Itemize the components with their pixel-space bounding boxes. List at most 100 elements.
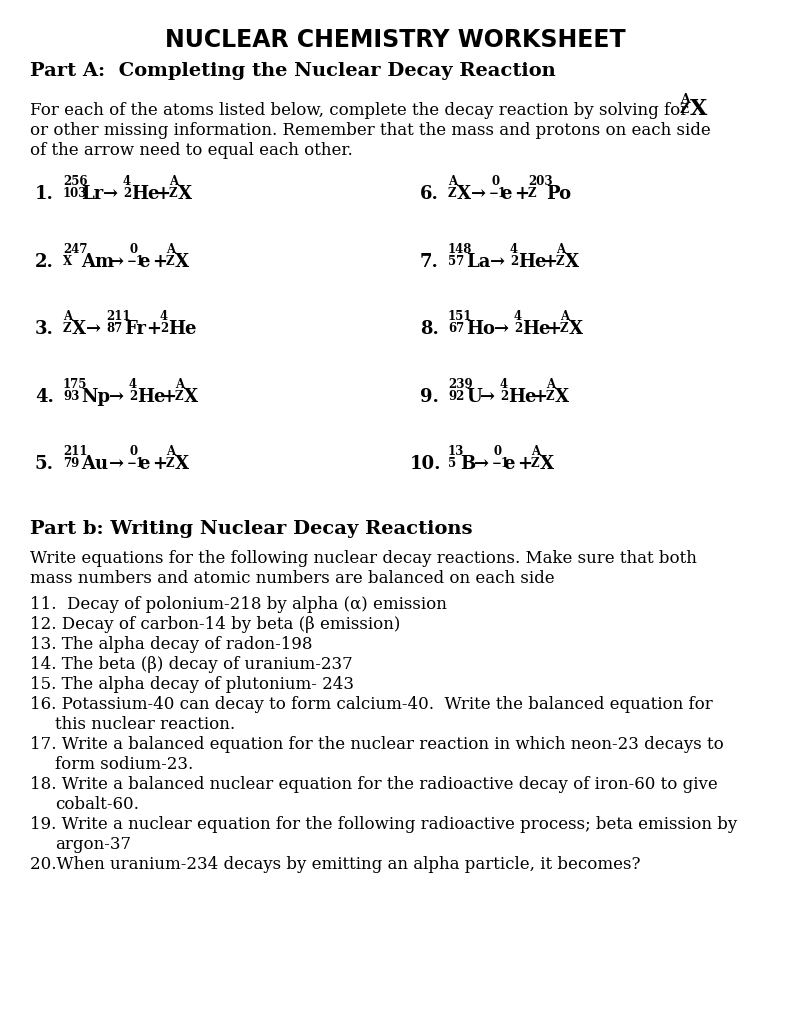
Text: 12. Decay of carbon-14 by beta (β emission): 12. Decay of carbon-14 by beta (β emissi… <box>30 616 400 633</box>
Text: +: + <box>146 319 161 338</box>
Text: X: X <box>555 388 570 406</box>
Text: 2: 2 <box>510 255 518 268</box>
Text: For each of the atoms listed below, complete the decay reaction by solving for: For each of the atoms listed below, comp… <box>30 102 688 119</box>
Text: 5.: 5. <box>35 455 54 473</box>
Text: 211: 211 <box>106 310 131 323</box>
Text: Z: Z <box>175 390 184 403</box>
Text: +: + <box>161 388 176 406</box>
Text: Z: Z <box>546 390 554 403</box>
Text: X: X <box>175 455 189 473</box>
Text: 10.: 10. <box>410 455 441 473</box>
Text: →: → <box>109 455 124 473</box>
Text: 4.: 4. <box>35 388 54 406</box>
Text: 92: 92 <box>448 390 464 403</box>
Text: He: He <box>522 319 551 338</box>
Text: →: → <box>471 185 486 203</box>
Text: X: X <box>540 455 554 473</box>
Text: Ho: Ho <box>466 319 495 338</box>
Text: of the arrow need to equal each other.: of the arrow need to equal each other. <box>30 142 353 159</box>
Text: this nuclear reaction.: this nuclear reaction. <box>55 716 235 733</box>
Text: Part b: Writing Nuclear Decay Reactions: Part b: Writing Nuclear Decay Reactions <box>30 520 472 538</box>
Text: Z: Z <box>169 187 177 200</box>
Text: form sodium-23.: form sodium-23. <box>55 756 193 773</box>
Text: −1: −1 <box>489 187 507 200</box>
Text: Z: Z <box>680 103 689 116</box>
Text: 256: 256 <box>63 175 88 188</box>
Text: 148: 148 <box>448 243 472 256</box>
Text: U: U <box>466 388 482 406</box>
Text: →: → <box>480 388 495 406</box>
Text: X: X <box>63 255 72 268</box>
Text: A: A <box>175 378 184 391</box>
Text: or other missing information. Remember that the mass and protons on each side: or other missing information. Remember t… <box>30 122 711 139</box>
Text: 2: 2 <box>123 187 131 200</box>
Text: 7.: 7. <box>420 253 439 271</box>
Text: 4: 4 <box>500 378 508 391</box>
Text: X: X <box>569 319 583 338</box>
Text: −1: −1 <box>127 255 145 268</box>
Text: He: He <box>518 253 547 271</box>
Text: X: X <box>72 319 86 338</box>
Text: 1.: 1. <box>35 185 54 203</box>
Text: Part A:  Completing the Nuclear Decay Reaction: Part A: Completing the Nuclear Decay Rea… <box>30 62 556 80</box>
Text: 0: 0 <box>494 445 502 458</box>
Text: 2: 2 <box>514 322 522 335</box>
Text: A: A <box>556 243 565 256</box>
Text: →: → <box>494 319 509 338</box>
Text: 4: 4 <box>129 378 137 391</box>
Text: 67: 67 <box>448 322 464 335</box>
Text: 18. Write a balanced nuclear equation for the radioactive decay of iron-60 to gi: 18. Write a balanced nuclear equation fo… <box>30 776 717 793</box>
Text: +: + <box>152 253 167 271</box>
Text: 211: 211 <box>63 445 88 458</box>
Text: Z: Z <box>531 457 539 470</box>
Text: e: e <box>138 455 149 473</box>
Text: →: → <box>109 388 124 406</box>
Text: X: X <box>184 388 198 406</box>
Text: Fr: Fr <box>124 319 146 338</box>
Text: He: He <box>131 185 160 203</box>
Text: Z: Z <box>166 255 175 268</box>
Text: 93: 93 <box>63 390 79 403</box>
Text: +: + <box>152 455 167 473</box>
Text: Z: Z <box>556 255 565 268</box>
Text: Z: Z <box>63 322 71 335</box>
Text: +: + <box>542 253 557 271</box>
Text: 4: 4 <box>514 310 522 323</box>
Text: e: e <box>138 253 149 271</box>
Text: NUCLEAR CHEMISTRY WORKSHEET: NUCLEAR CHEMISTRY WORKSHEET <box>165 28 626 52</box>
Text: A: A <box>166 445 175 458</box>
Text: 8.: 8. <box>420 319 439 338</box>
Text: 3.: 3. <box>35 319 54 338</box>
Text: 6.: 6. <box>420 185 439 203</box>
Text: X: X <box>175 253 189 271</box>
Text: 247: 247 <box>63 243 88 256</box>
Text: Z: Z <box>448 187 456 200</box>
Text: 2: 2 <box>500 390 509 403</box>
Text: 11.  Decay of polonium-218 by alpha (α) emission: 11. Decay of polonium-218 by alpha (α) e… <box>30 596 447 613</box>
Text: La: La <box>466 253 490 271</box>
Text: −1: −1 <box>492 457 510 470</box>
Text: 15. The alpha decay of plutonium- 243: 15. The alpha decay of plutonium- 243 <box>30 676 354 693</box>
Text: +: + <box>546 319 561 338</box>
Text: Au: Au <box>81 455 108 473</box>
Text: 4: 4 <box>160 310 168 323</box>
Text: argon-37: argon-37 <box>55 836 131 853</box>
Text: 13. The alpha decay of radon-198: 13. The alpha decay of radon-198 <box>30 636 312 653</box>
Text: →: → <box>474 455 489 473</box>
Text: +: + <box>532 388 547 406</box>
Text: 2: 2 <box>129 390 138 403</box>
Text: cobalt-60.: cobalt-60. <box>55 796 139 813</box>
Text: B: B <box>460 455 475 473</box>
Text: 151: 151 <box>448 310 472 323</box>
Text: A: A <box>448 175 457 188</box>
Text: 0: 0 <box>491 175 499 188</box>
Text: 17. Write a balanced equation for the nuclear reaction in which neon-23 decays t: 17. Write a balanced equation for the nu… <box>30 736 724 753</box>
Text: 13: 13 <box>448 445 464 458</box>
Text: 4: 4 <box>123 175 131 188</box>
Text: +: + <box>514 185 529 203</box>
Text: 14. The beta (β) decay of uranium-237: 14. The beta (β) decay of uranium-237 <box>30 656 353 673</box>
Text: 16. Potassium-40 can decay to form calcium-40.  Write the balanced equation for: 16. Potassium-40 can decay to form calci… <box>30 696 713 713</box>
Text: Z: Z <box>166 457 175 470</box>
Text: Po: Po <box>546 185 571 203</box>
Text: 103: 103 <box>63 187 88 200</box>
